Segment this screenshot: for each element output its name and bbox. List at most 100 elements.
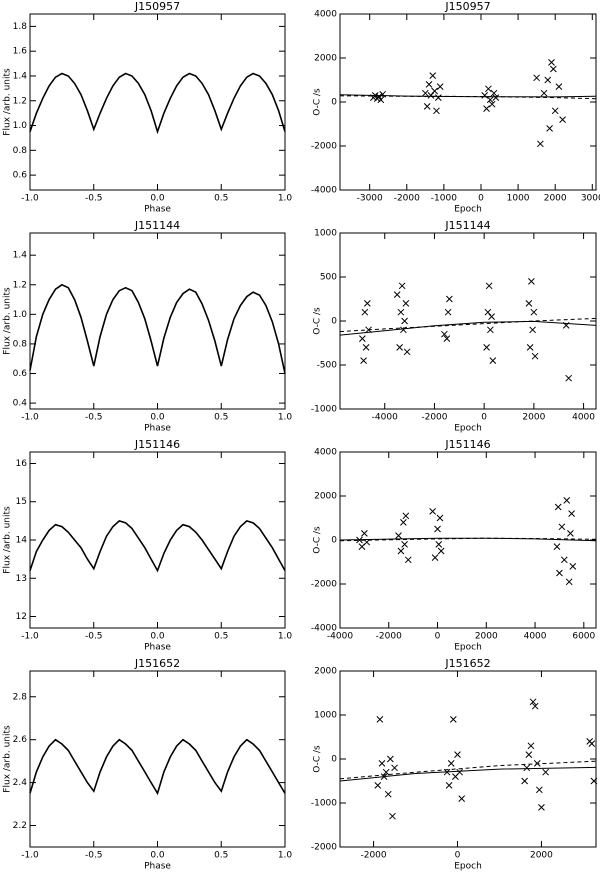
fit-line [339, 95, 597, 100]
data-cross [397, 547, 405, 555]
data-cross [444, 308, 452, 316]
x-tick-label: 3000 [581, 194, 600, 204]
data-cross [454, 751, 461, 758]
data-cross [401, 541, 408, 548]
y-tick-label: 1.2 [13, 280, 27, 290]
y-tick-label: 0.6 [13, 369, 28, 379]
data-cross [387, 755, 394, 763]
y-tick-label: 2000 [314, 54, 337, 64]
data-cross [563, 497, 571, 504]
data-cross [378, 760, 386, 767]
x-tick-label: -1000 [431, 194, 457, 204]
data-cross [558, 523, 566, 531]
data-cross [395, 532, 402, 539]
data-cross [435, 541, 443, 548]
data-cross [401, 317, 408, 325]
plot-frame [339, 670, 597, 848]
data-cross [361, 308, 369, 316]
y-axis-label: O-C /s [313, 745, 323, 773]
data-cross [523, 764, 531, 772]
x-tick-label: 0.5 [214, 632, 228, 642]
data-cross [456, 768, 463, 776]
x-tick-label: 1000 [507, 194, 530, 204]
x-tick-label: -0.5 [85, 413, 103, 423]
data-cross [441, 330, 448, 338]
x-tick-label: -2000 [376, 632, 402, 642]
data-cross [568, 510, 575, 517]
x-tick-label: 0 [481, 413, 487, 423]
data-cross [447, 760, 455, 767]
x-tick-label: -1.0 [21, 632, 39, 642]
y-tick-label: 500 [320, 273, 337, 283]
data-cross [483, 105, 490, 112]
data-cross [490, 89, 498, 97]
data-cross [533, 74, 540, 82]
x-tick-label: 1.0 [278, 632, 293, 642]
chart-title: J151144 [134, 219, 180, 232]
data-cross [449, 716, 457, 723]
x-tick-label: 0 [435, 632, 441, 642]
y-tick-label: -2000 [311, 142, 337, 152]
y-tick-label: 2000 [314, 492, 337, 502]
data-cross [425, 81, 433, 88]
data-cross [362, 344, 370, 351]
y-tick-label: 14 [16, 536, 28, 546]
data-cross [488, 100, 496, 108]
x-tick-label: 1.0 [278, 194, 293, 204]
data-cross [361, 530, 368, 537]
data-cross [535, 786, 543, 794]
data-cross [544, 76, 552, 84]
data-cross [377, 96, 385, 104]
x-tick-label: -4000 [327, 632, 353, 642]
x-tick-label: 1.0 [278, 851, 293, 861]
x-axis-label: Phase [144, 862, 171, 872]
y-axis-label: Flux /arb. units [3, 506, 13, 574]
y-tick-label: 2000 [314, 667, 337, 677]
data-cross [446, 295, 453, 303]
y-tick-label: 1.8 [13, 22, 28, 32]
data-cross [458, 795, 466, 802]
y-tick-label: 4000 [314, 448, 337, 458]
data-cross [529, 326, 536, 334]
chart-title: J151144 [444, 219, 490, 232]
x-tick-label: 2000 [475, 632, 498, 642]
data-cross [556, 569, 563, 577]
data-cross [529, 698, 537, 706]
data-cross [404, 556, 412, 564]
x-tick-label: 0.5 [214, 851, 228, 861]
x-tick-label: -3000 [357, 194, 383, 204]
data-cross [429, 508, 437, 515]
x-axis-label: Phase [144, 643, 171, 653]
data-cross [569, 563, 577, 570]
x-tick-label: -2000 [421, 413, 447, 423]
data-cross [391, 764, 398, 772]
y-axis-label: Flux /arb. units [3, 68, 13, 136]
data-cross [436, 83, 444, 90]
fit-line [339, 537, 597, 542]
data-cross [402, 300, 410, 307]
data-cross [530, 308, 538, 316]
y-axis-label: O-C /s [313, 526, 323, 554]
data-cross [445, 782, 453, 789]
x-tick-label: 0.0 [150, 632, 165, 642]
data-cross [481, 92, 489, 99]
data-cross [526, 344, 534, 351]
y-tick-label: 0 [331, 536, 337, 546]
x-axis-label: Epoch [454, 862, 482, 872]
data-cross [396, 344, 404, 351]
data-cross [403, 348, 411, 356]
data-cross [554, 503, 562, 511]
y-tick-label: 2.4 [13, 778, 28, 788]
data-cross [400, 519, 407, 526]
y-tick-label: 16 [16, 459, 28, 469]
data-cross [434, 525, 441, 533]
y-tick-label: 0.6 [13, 171, 28, 181]
phase-curve [29, 520, 286, 573]
y-tick-label: 1000 [314, 711, 337, 721]
data-cross [531, 352, 539, 360]
data-cross [382, 768, 390, 776]
data-cross [485, 85, 492, 93]
data-cross [542, 768, 549, 776]
chart-title: J151652 [444, 657, 490, 670]
plot-frame [29, 451, 286, 629]
